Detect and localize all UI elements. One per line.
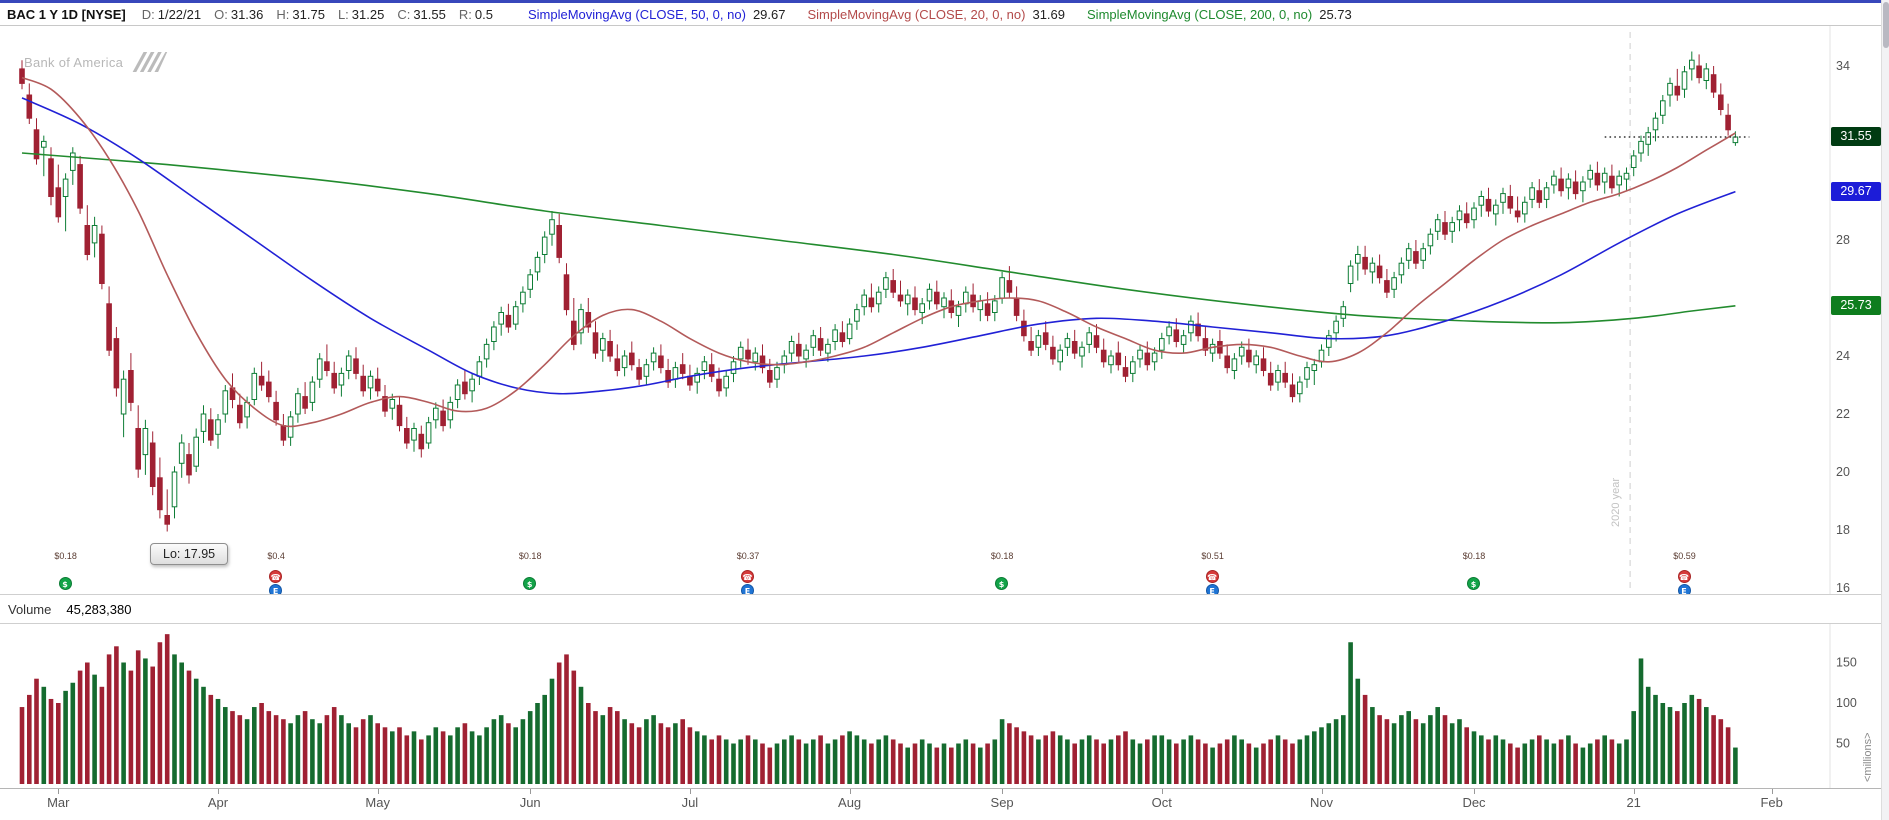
dividend-icon[interactable]: $ xyxy=(1467,577,1480,590)
month-tick xyxy=(1002,789,1004,794)
month-tick xyxy=(530,789,532,794)
month-tick xyxy=(1474,789,1475,794)
month-tick xyxy=(1771,789,1773,794)
right-scrollbar[interactable] xyxy=(1881,0,1889,820)
svg-text:34: 34 xyxy=(1836,59,1850,73)
month-label: Jun xyxy=(519,795,541,810)
month-label: 21 xyxy=(1626,795,1641,810)
svg-text:150: 150 xyxy=(1836,656,1857,670)
svg-text:24: 24 xyxy=(1836,349,1850,363)
price-chart[interactable]: 34 28 24 22 20 18 16 xyxy=(0,26,1889,594)
ohlc-readout: D: 1/22/21 O: 31.36 H: 31.75 L: 31.25 C: 31.55 R: 0… xyxy=(142,7,506,22)
event-amount-label: $0.37 xyxy=(736,551,760,561)
month-label: Sep xyxy=(990,795,1014,810)
symbol-title: BAC 1 Y 1D [NYSE] xyxy=(7,6,126,22)
month-label: Apr xyxy=(207,795,229,810)
month-label: Aug xyxy=(838,795,862,810)
year-divider-label: 2020 year xyxy=(1610,478,1623,527)
month-label: Jul xyxy=(681,795,699,810)
chart-header: BAC 1 Y 1D [NYSE] D: 1/22/21 O: 31.36 H: 31.7… xyxy=(0,3,1889,26)
earnings-call-icon[interactable]: ☎ xyxy=(269,570,283,583)
svg-text:50: 50 xyxy=(1836,737,1850,751)
low-price-tooltip: Lo: 17.95 xyxy=(150,543,229,565)
price-pane[interactable]: 34 28 24 22 20 18 16 Bank of America Lo: 17.95… xyxy=(0,26,1889,597)
month-tick xyxy=(58,789,60,794)
event-amount-label: $0.18 xyxy=(1462,551,1486,561)
sma20-line xyxy=(21,76,1736,428)
dividend-icon[interactable]: $ xyxy=(523,577,537,590)
study-readout[interactable]: SimpleMovingAvg (CLOSE, 200, 0, no) 25.73 xyxy=(1087,6,1352,22)
bank-of-america-flag-icon xyxy=(132,52,168,72)
ohlc-field: C: 31.55 xyxy=(397,6,446,22)
svg-text:18: 18 xyxy=(1836,523,1850,537)
ohlc-field: O: 31.36 xyxy=(214,6,264,22)
month-label: Oct xyxy=(1151,795,1172,810)
earnings-call-icon[interactable]: ☎ xyxy=(1205,570,1219,583)
dividend-icon[interactable]: $ xyxy=(995,577,1009,590)
ohlc-field: H: 31.75 xyxy=(276,6,325,22)
volume-value: 45,283,380 xyxy=(66,601,132,617)
volume-unit-label: <millions> xyxy=(1862,732,1874,782)
watermark-text: Bank of America xyxy=(24,54,124,70)
month-tick xyxy=(218,789,219,794)
month-tick xyxy=(377,789,379,794)
ohlc-field: R: 0.5 xyxy=(458,6,493,22)
month-label: Dec xyxy=(1462,795,1486,810)
month-tick xyxy=(849,789,851,794)
event-amount-label: $0.59 xyxy=(1673,551,1696,561)
month-label: Nov xyxy=(1309,795,1334,810)
ohlc-field: L: 31.25 xyxy=(337,6,385,22)
svg-text:100: 100 xyxy=(1836,696,1857,710)
study-readout[interactable]: SimpleMovingAvg (CLOSE, 20, 0, no) 31.69 xyxy=(807,6,1066,22)
event-amount-label: $0.18 xyxy=(54,551,77,561)
volume-pane[interactable]: 150 100 50 <millions> xyxy=(0,624,1889,788)
window-accent-strip xyxy=(0,0,1889,3)
svg-text:20: 20 xyxy=(1836,465,1850,479)
price-badge: 25.73 xyxy=(1831,295,1881,315)
event-amount-label: $0.51 xyxy=(1201,551,1224,561)
studies-readout: SimpleMovingAvg (CLOSE, 50, 0, no) 29.67 S… xyxy=(506,7,1352,22)
month-label: May xyxy=(365,795,390,810)
ohlc-field: D: 1/22/21 xyxy=(141,6,202,22)
svg-text:28: 28 xyxy=(1836,233,1850,247)
price-badge: 31.55 xyxy=(1831,127,1881,146)
scrollbar-thumb[interactable] xyxy=(1883,2,1889,48)
svg-text:16: 16 xyxy=(1836,581,1850,594)
earnings-call-icon[interactable]: ☎ xyxy=(1677,570,1691,583)
earnings-call-icon[interactable]: ☎ xyxy=(741,570,754,583)
sma200-line xyxy=(21,152,1736,324)
month-label: Mar xyxy=(47,795,70,810)
bank-of-america-watermark: Bank of America xyxy=(24,52,168,72)
month-label: Feb xyxy=(1760,795,1783,810)
month-tick xyxy=(1161,789,1163,794)
price-badge: 29.67 xyxy=(1831,181,1881,201)
event-amount-label: $0.18 xyxy=(990,551,1014,561)
event-amount-label: $0.4 xyxy=(267,551,285,561)
month-tick xyxy=(1633,789,1635,794)
dividend-icon[interactable]: $ xyxy=(58,577,72,590)
sma50-line xyxy=(21,97,1736,395)
event-amount-label: $0.18 xyxy=(518,551,542,561)
svg-text:22: 22 xyxy=(1836,407,1850,421)
study-readout[interactable]: SimpleMovingAvg (CLOSE, 50, 0, no) 29.67 xyxy=(527,6,786,22)
month-tick xyxy=(689,789,691,794)
volume-chart[interactable]: 150 100 50 xyxy=(0,624,1889,788)
time-axis: Mar Apr May Jun Jul Aug Sep Oct Nov Dec 21 Feb xyxy=(0,788,1889,820)
volume-title: Volume xyxy=(8,601,52,617)
month-tick xyxy=(1321,789,1323,794)
volume-panel-header[interactable]: Volume 45,283,380 xyxy=(0,594,1889,624)
